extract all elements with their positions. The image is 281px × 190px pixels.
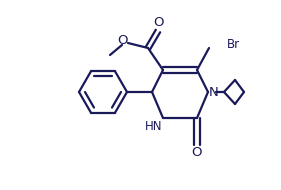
- Text: O: O: [118, 35, 128, 48]
- Text: Br: Br: [227, 39, 240, 51]
- Text: HN: HN: [145, 120, 163, 134]
- Text: O: O: [192, 146, 202, 159]
- Text: N: N: [209, 86, 219, 98]
- Text: O: O: [153, 17, 163, 29]
